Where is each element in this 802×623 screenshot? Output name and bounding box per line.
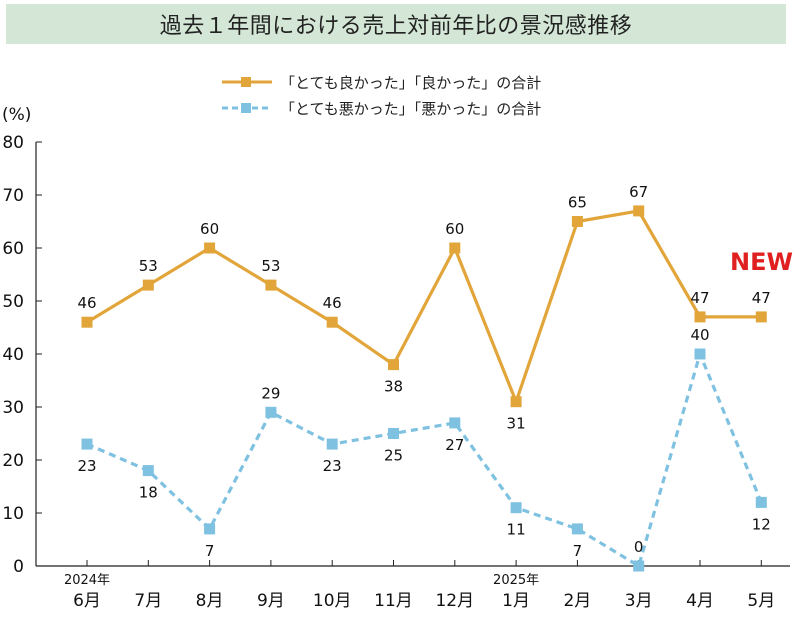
data-point [388,359,399,371]
legend-entry: 「とても良かった」「良かった」の合計 [280,74,541,92]
data-point [633,560,645,572]
data-point [694,348,706,360]
x-tick-label: 4月 [686,591,714,611]
y-tick-label: 50 [2,292,24,312]
data-point [142,465,154,477]
data-label: 29 [261,384,280,402]
x-tick-label: 7月 [134,591,162,611]
data-label: 46 [77,294,96,312]
x-tick-label: 1月 [502,591,530,611]
y-tick-label: 10 [2,504,24,524]
legend-marker [241,103,251,113]
data-label: 60 [445,220,464,238]
data-label: 31 [507,415,526,433]
y-axis-label: (%) [2,105,31,125]
x-year-label: 2025年 [493,573,539,588]
data-point [388,428,399,439]
data-point [510,502,522,514]
data-point [81,316,93,328]
series-line [86,352,763,568]
data-label: 0 [634,538,644,556]
data-label: 47 [690,289,709,307]
x-tick-label: 6月 [73,591,101,611]
data-label: 60 [200,220,219,238]
y-tick-label: 70 [2,186,24,206]
x-year-label: 2024年 [64,573,110,588]
data-label: 38 [384,378,403,396]
chart-title: 過去１年間における売上対前年比の景況感推移 [159,14,633,39]
data-point [326,316,338,328]
y-tick-label: 80 [2,133,24,153]
data-label: 25 [384,447,403,465]
data-point [265,406,277,418]
series-line [86,209,762,404]
data-label: 23 [77,457,96,475]
data-label: 7 [205,542,215,560]
data-label: 47 [752,289,771,307]
data-point [694,311,706,323]
data-label: 27 [445,436,464,454]
y-tick-label: 0 [13,557,24,577]
data-label: 7 [573,542,583,560]
data-label: 67 [629,183,648,201]
data-point [142,279,154,291]
x-tick-label: 10月 [313,591,352,611]
data-point [449,242,461,254]
x-tick-label: 3月 [625,591,653,611]
data-point [204,242,216,254]
data-point [633,205,645,217]
new-badge: NEW [730,248,793,276]
legend-entry: 「とても悪かった」「悪かった」の合計 [280,100,541,118]
x-tick-label: 11月 [374,591,413,611]
y-tick-label: 30 [2,398,24,418]
y-tick-label: 40 [2,345,24,365]
data-label: 11 [507,521,526,539]
x-tick-label: 9月 [257,591,285,611]
data-point [755,311,767,323]
x-tick-label: 5月 [747,591,775,611]
data-point [449,417,461,429]
x-tick-label: 2月 [563,591,591,611]
data-label: 65 [568,194,587,212]
data-point [326,438,338,450]
data-point [571,216,583,227]
data-label: 40 [690,326,709,344]
y-tick-label: 60 [2,239,24,259]
data-label: 46 [323,294,342,312]
data-label: 53 [261,257,280,275]
data-label: 18 [139,484,158,502]
legend-marker [241,77,251,87]
data-label: 23 [323,457,342,475]
data-point [265,279,277,291]
x-tick-label: 8月 [196,591,224,611]
data-label: 53 [139,257,158,275]
title-bar: 過去１年間における売上対前年比の景況感推移 [6,4,786,44]
data-point [755,496,767,508]
data-point [81,438,93,450]
data-point [510,396,522,408]
data-point [204,523,216,535]
data-point [571,523,583,535]
y-tick-label: 20 [2,451,24,471]
x-tick-label: 12月 [435,591,474,611]
data-label: 12 [752,515,771,533]
